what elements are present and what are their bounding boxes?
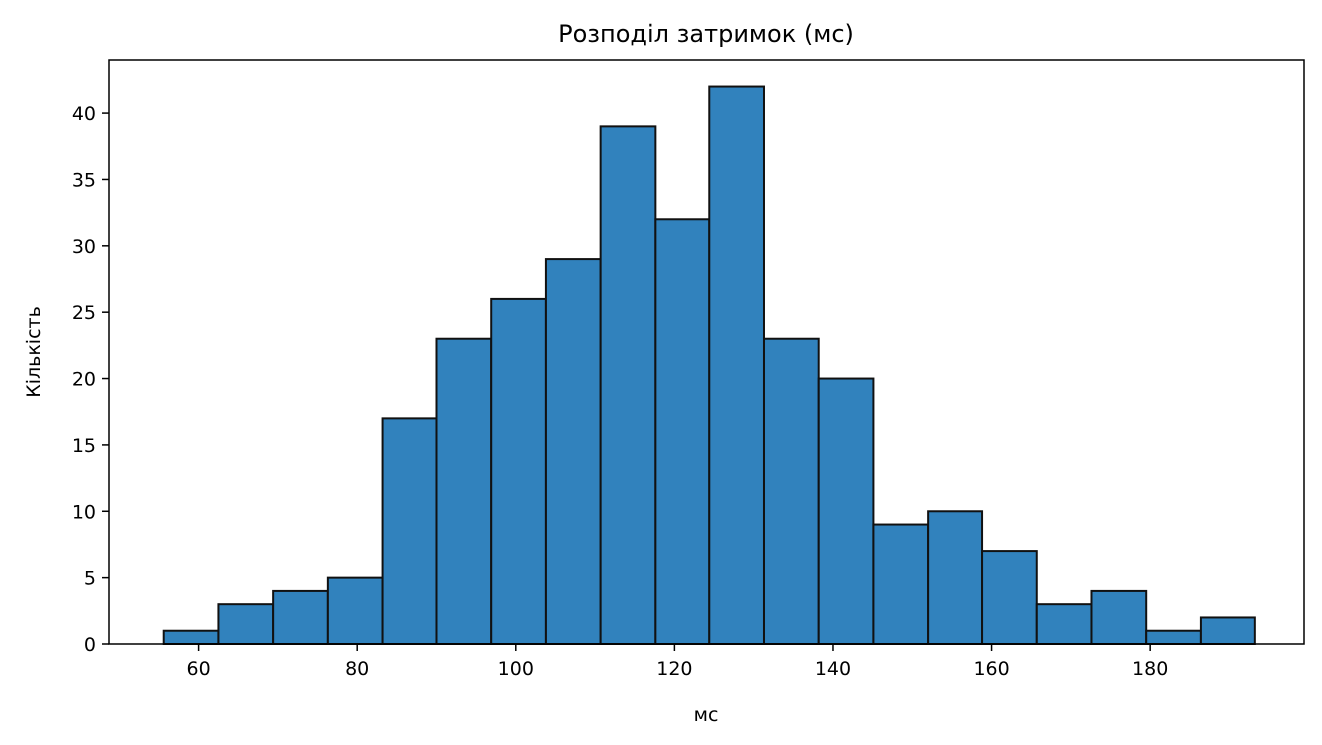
x-tick-label: 120 [656,658,692,680]
x-tick-label: 80 [345,658,369,680]
chart-title: Розподіл затримок (мс) [558,20,854,48]
x-tick-label: 160 [973,658,1009,680]
y-axis-label: Кількість [23,306,45,398]
histogram-bar [435,337,493,645]
histogram-bar [708,85,765,645]
x-axis-label: мс [694,704,719,726]
histogram-bar [1090,589,1148,646]
y-tick-label: 35 [72,169,96,191]
histogram-bar [599,125,657,645]
bars-group [162,85,1256,646]
x-axis-ticks: 60 80 100 120 140 160 180 [187,644,1168,680]
histogram-bar [817,377,875,645]
histogram-bar [490,297,547,645]
y-tick-label: 5 [84,568,96,590]
histogram-bar [872,523,930,646]
histogram-bar [544,258,602,645]
histogram-bar [326,576,384,645]
x-tick-label: 140 [815,658,851,680]
histogram-bar [927,510,984,646]
histogram-bar [981,550,1038,645]
x-tick-label: 60 [187,658,211,680]
histogram-bar [162,629,220,646]
histogram-bar [381,417,438,646]
y-tick-label: 30 [72,236,96,258]
y-tick-label: 0 [84,634,96,656]
y-tick-label: 40 [72,103,96,125]
y-tick-label: 15 [72,435,96,457]
x-tick-label: 100 [498,658,534,680]
histogram-bar [654,218,711,645]
histogram-bar [1145,629,1202,646]
plot-frame [108,59,1305,645]
x-tick-label: 180 [1132,658,1168,680]
histogram-bar [1199,616,1256,645]
histogram-bar [762,337,820,645]
y-tick-label: 20 [72,369,96,391]
histogram-bar [217,603,275,646]
histogram-bar [1035,603,1093,646]
y-axis-ticks: 0 5 10 15 20 25 30 35 40 [72,103,109,656]
y-tick-label: 10 [72,501,96,523]
y-tick-label: 25 [72,302,96,324]
histogram-bar [272,589,329,646]
